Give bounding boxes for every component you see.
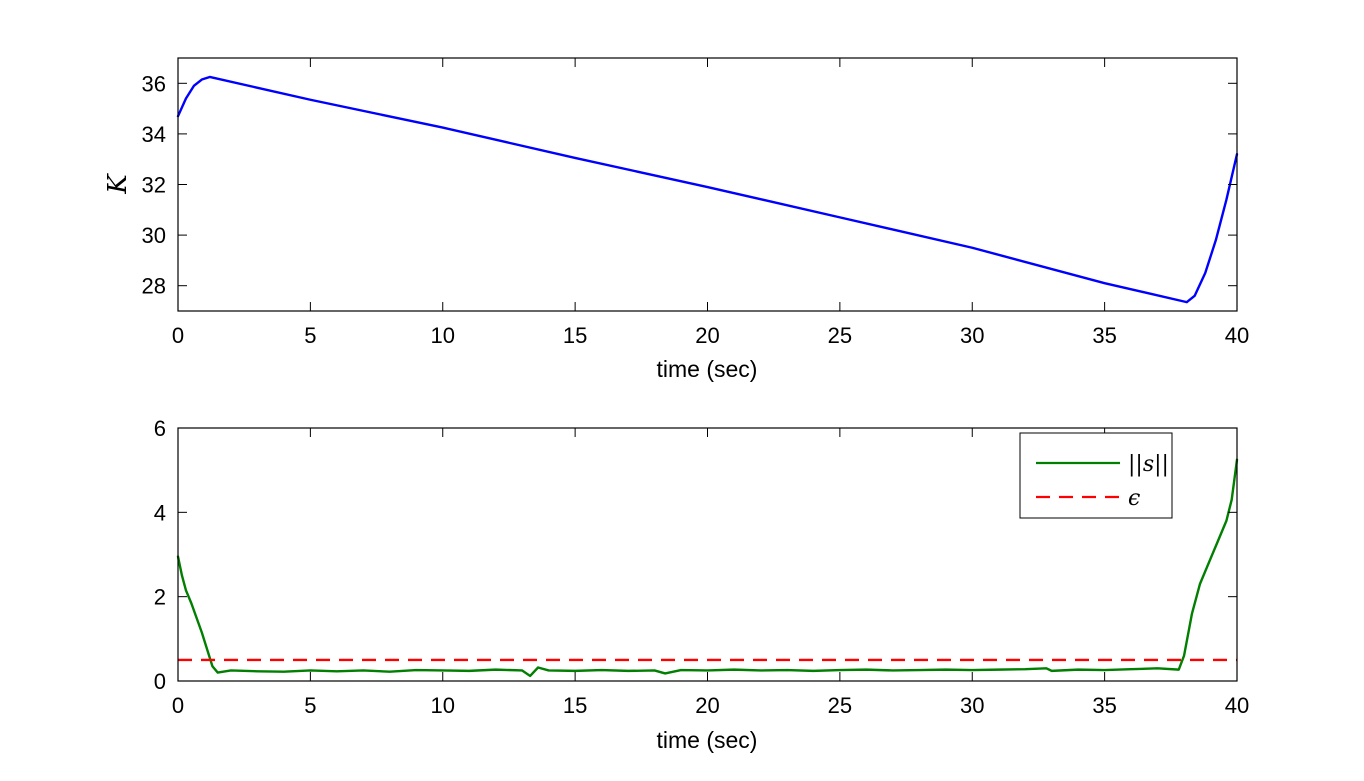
- x-tick-label: 20: [695, 323, 719, 348]
- x-tick-label: 0: [172, 693, 184, 718]
- y-tick-label: 6: [154, 416, 166, 441]
- k-series-group: [176, 75, 1239, 304]
- x-tick-label: 25: [828, 693, 852, 718]
- s-norm-series-line-0: [176, 458, 1239, 678]
- x-tick-label: 10: [431, 323, 455, 348]
- k-yaxis-label: K: [103, 173, 133, 195]
- k-xaxis-label: time (sec): [657, 356, 758, 382]
- legend-label-epsilon: ϵ: [1128, 486, 1140, 511]
- y-tick-label: 36: [142, 71, 166, 96]
- x-tick-label: 5: [304, 693, 316, 718]
- y-tick-label: 4: [154, 500, 166, 525]
- k-plot-frame: [177, 57, 1238, 312]
- legend: ||s|| ϵ: [1019, 432, 1173, 519]
- x-tick-label: 15: [563, 323, 587, 348]
- x-tick-label: 40: [1225, 693, 1249, 718]
- x-tick-label: 15: [563, 693, 587, 718]
- s-norm-plot-frame: [177, 427, 1238, 682]
- y-tick-label: 2: [154, 585, 166, 610]
- s-norm-xaxis-label: time (sec): [657, 727, 758, 753]
- x-tick-label: 40: [1225, 323, 1249, 348]
- y-tick-label: 28: [142, 274, 166, 299]
- k-plot-panel: 0 5 10 15 20 25 30 35 40 28 30 32 34 36 time (sec) K: [103, 57, 1249, 382]
- s-norm-series-group: [176, 458, 1239, 678]
- x-tick-label: 10: [431, 693, 455, 718]
- x-tick-label: 35: [1092, 693, 1116, 718]
- legend-label-s-norm: ||s||: [1128, 452, 1169, 477]
- y-tick-label: 32: [142, 173, 166, 198]
- x-tick-label: 5: [304, 323, 316, 348]
- legend-box: [1019, 432, 1173, 519]
- x-tick-label: 35: [1092, 323, 1116, 348]
- y-tick-label: 0: [154, 669, 166, 694]
- x-tick-label: 0: [172, 323, 184, 348]
- k-series-line-0: [176, 75, 1239, 304]
- y-tick-label: 30: [142, 223, 166, 248]
- s-norm-plot-panel: 0 5 10 15 20 25 30 35 40 0 2 4 6 time (sec) ||s|| ϵ: [154, 416, 1249, 753]
- x-tick-label: 25: [828, 323, 852, 348]
- k-axis-ticks: 0 5 10 15 20 25 30 35 40 28 30 32 34 36: [142, 58, 1249, 348]
- y-tick-label: 34: [142, 122, 166, 147]
- s-norm-axis-ticks: 0 5 10 15 20 25 30 35 40 0 2 4 6: [154, 416, 1249, 718]
- x-tick-label: 30: [960, 323, 984, 348]
- x-tick-label: 20: [695, 693, 719, 718]
- x-tick-label: 30: [960, 693, 984, 718]
